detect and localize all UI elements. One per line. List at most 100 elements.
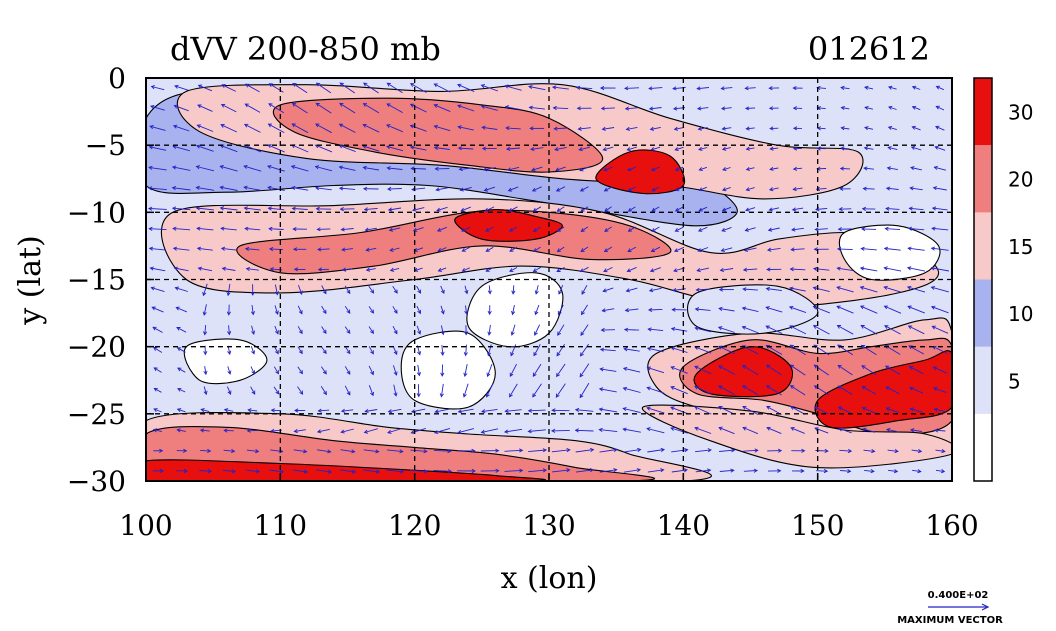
wind-vector: [911, 105, 921, 111]
wind-vector: [719, 468, 735, 473]
wind-vector: [932, 366, 948, 374]
wind-vector: [463, 344, 468, 357]
wind-vector: [768, 86, 780, 91]
wind-vector: [812, 325, 830, 335]
wind-vector: [392, 285, 398, 294]
wind-vector: [176, 468, 188, 474]
wind-vector: [147, 186, 167, 191]
wind-vector: [556, 226, 565, 232]
wind-vector: [551, 447, 571, 453]
wind-vector: [912, 469, 922, 474]
x-tick-label: 110: [254, 509, 307, 542]
wind-vector: [457, 104, 475, 112]
wind-vector: [813, 364, 830, 376]
wind-vector: [671, 447, 689, 453]
wind-vector: [838, 207, 852, 212]
wind-vector: [504, 84, 522, 91]
wind-vector: [789, 286, 806, 292]
wind-vector: [553, 126, 568, 131]
wind-vector: [933, 407, 947, 413]
wind-vector: [648, 86, 663, 91]
wind-vector: [297, 284, 303, 295]
wind-vector: [599, 86, 616, 91]
wind-vector: [174, 84, 189, 91]
wind-vector: [534, 304, 540, 316]
x-tick-label: 150: [791, 509, 844, 542]
wind-vector: [745, 146, 755, 151]
x-axis: 100 110 120 130 140 150 160: [119, 473, 979, 542]
wind-vector: [273, 366, 279, 375]
wind-vector: [316, 449, 332, 454]
wind-vector: [457, 146, 474, 151]
wind-vector: [152, 428, 163, 433]
wind-vector: [742, 287, 758, 292]
wind-vector: [203, 386, 208, 396]
wind-vector: [386, 103, 403, 113]
wind-vector: [528, 448, 548, 453]
wind-vector: [722, 166, 731, 171]
wind-vector: [223, 448, 236, 454]
wind-vector: [816, 146, 826, 151]
wind-vector: [910, 145, 922, 151]
wind-vector: [200, 448, 212, 454]
wind-vector: [670, 326, 688, 332]
wind-vector: [579, 382, 590, 399]
wind-vector: [243, 185, 262, 191]
wind-vector: [557, 304, 564, 316]
wind-vector: [551, 408, 570, 413]
wind-vector: [598, 387, 617, 393]
y-axis-label: y (lat): [13, 235, 48, 325]
contour-region: [595, 149, 685, 195]
wind-vector: [220, 103, 237, 113]
wind-vector: [199, 469, 212, 474]
wind-vector: [742, 426, 759, 435]
wind-vector: [222, 469, 237, 474]
wind-vector: [464, 305, 469, 315]
wind-vector: [580, 206, 589, 212]
wind-vector: [321, 305, 327, 315]
wind-vector: [176, 408, 186, 413]
wind-vector: [440, 325, 445, 336]
wind-vector: [340, 408, 354, 413]
wind-vector: [292, 227, 308, 232]
wind-vector: [389, 267, 400, 272]
wind-vector: [814, 427, 829, 434]
wind-vector: [575, 447, 595, 453]
wind-vector: [650, 166, 660, 172]
x-tick-label: 130: [522, 509, 575, 542]
vector-legend-arrowhead: [981, 603, 990, 611]
wind-vector: [813, 385, 829, 396]
wind-vector: [219, 206, 238, 211]
wind-vector: [744, 227, 756, 232]
wind-vector: [527, 408, 546, 413]
wind-vector: [534, 285, 539, 295]
wind-vector: [578, 146, 591, 152]
wind-vector: [603, 166, 613, 172]
wind-vector: [507, 186, 519, 192]
wind-vector: [316, 469, 333, 474]
wind-vector: [718, 365, 735, 375]
wind-vector: [862, 427, 876, 433]
wind-vector: [461, 226, 471, 232]
wind-vector: [790, 406, 806, 415]
wind-vector: [508, 206, 518, 212]
wind-vector: [341, 247, 353, 252]
wind-vector: [487, 285, 492, 295]
wind-vector: [436, 226, 447, 232]
wind-vector: [744, 106, 756, 111]
wind-vector: [908, 206, 924, 211]
wind-vector: [504, 105, 522, 111]
date-label: 012612: [808, 30, 930, 68]
wind-vector: [483, 186, 496, 192]
wind-vector: [344, 366, 351, 375]
wind-vector: [314, 165, 333, 172]
wind-vector: [197, 266, 213, 272]
colorbar-band: [974, 78, 992, 146]
wind-vector: [579, 186, 589, 192]
wind-vector: [244, 103, 261, 113]
wind-vector: [836, 266, 854, 272]
wind-vector: [268, 83, 284, 93]
wind-vector: [529, 126, 545, 131]
wind-vector: [909, 386, 924, 394]
wind-vector: [791, 468, 805, 473]
